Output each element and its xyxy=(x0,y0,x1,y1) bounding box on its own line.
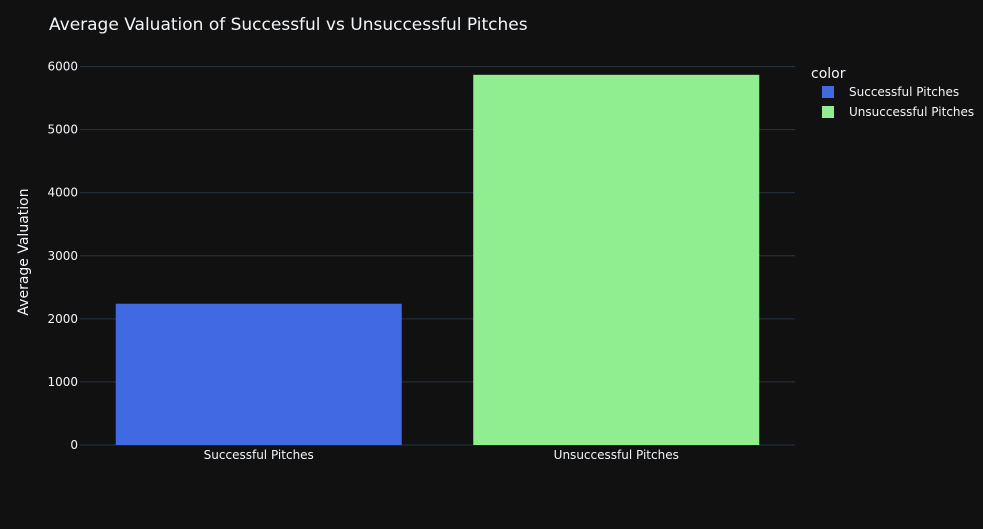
legend-entry-label: Unsuccessful Pitches xyxy=(849,105,974,119)
legend-entry-label: Successful Pitches xyxy=(849,85,959,99)
y-tick-label: 5000 xyxy=(47,123,78,137)
x-tick-label: Unsuccessful Pitches xyxy=(554,448,679,462)
chart-title: Average Valuation of Successful vs Unsuc… xyxy=(49,15,528,35)
y-axis-label: Average Valuation xyxy=(16,188,32,315)
bar-unsuccessful-pitches xyxy=(473,74,760,446)
y-tick-label: 2000 xyxy=(47,312,78,326)
bar-successful-pitches xyxy=(115,303,402,445)
y-tick-label: 1000 xyxy=(47,375,78,389)
legend-title: color xyxy=(811,66,846,82)
y-tick-label: 3000 xyxy=(47,249,78,263)
legend-swatch xyxy=(822,106,834,118)
x-tick-label: Successful Pitches xyxy=(204,448,314,462)
bars-layer xyxy=(115,74,760,446)
y-axis-ticks: 0 1000 2000 3000 4000 5000 6000 xyxy=(47,60,78,452)
legend-swatch xyxy=(822,86,834,98)
y-tick-label: 6000 xyxy=(47,60,78,74)
x-axis-ticks: Successful Pitches Unsuccessful Pitches xyxy=(204,448,679,462)
y-tick-label: 4000 xyxy=(47,186,78,200)
legend: color Successful Pitches Unsuccessful Pit… xyxy=(811,66,974,119)
y-tick-label: 0 xyxy=(70,438,78,452)
